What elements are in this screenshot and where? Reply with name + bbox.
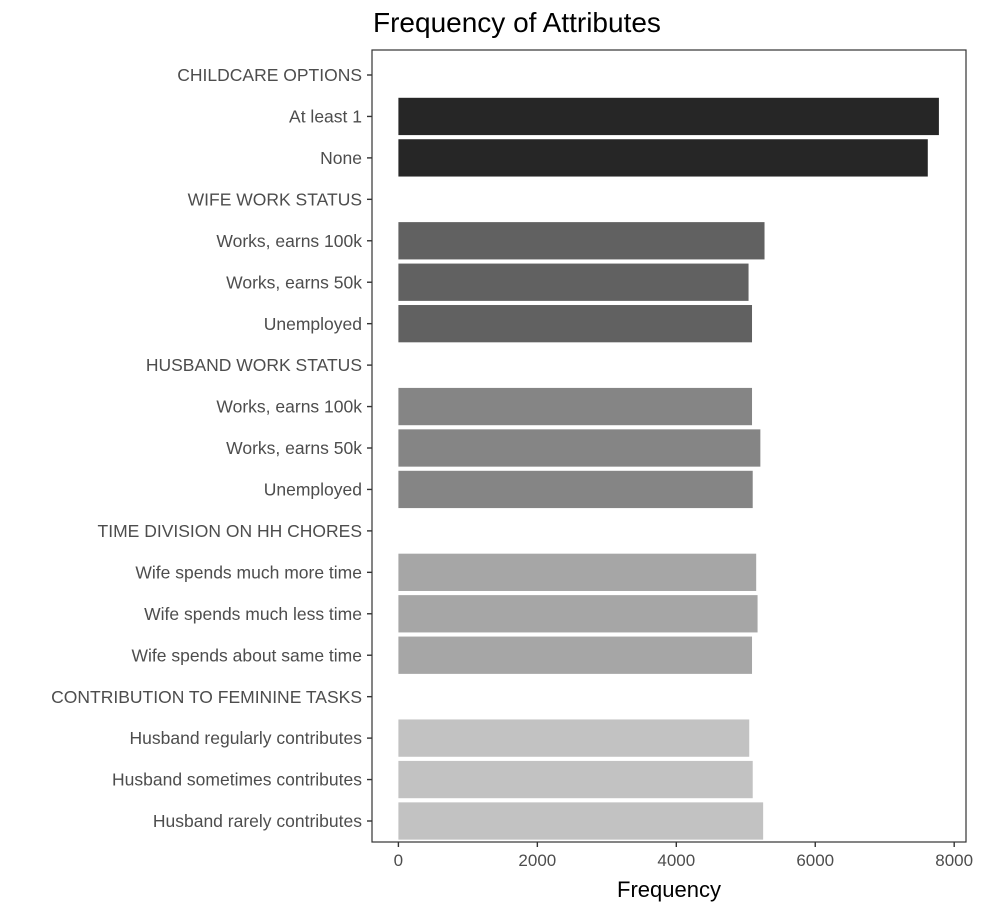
bars-layer bbox=[398, 97, 939, 840]
y-tick-label: Works, earns 50k bbox=[226, 272, 362, 292]
bar-8 bbox=[398, 387, 753, 426]
y-tick-label: Wife spends about same time bbox=[131, 645, 362, 665]
x-tick-label: 8000 bbox=[935, 851, 973, 870]
y-tick-label: TIME DIVISION ON HH CHORES bbox=[98, 521, 362, 541]
x-tick-label: 6000 bbox=[796, 851, 834, 870]
x-axis: 0 2000 4000 6000 8000 bbox=[394, 842, 973, 870]
y-tick-label: Wife spends much less time bbox=[144, 604, 362, 624]
y-axis: CHILDCARE OPTIONS At least 1 None WIFE WORK… bbox=[51, 65, 372, 831]
chart-title: Frequency of Attributes bbox=[373, 7, 661, 38]
bar-1 bbox=[398, 97, 939, 136]
y-tick-label: WIFE WORK STATUS bbox=[188, 189, 362, 209]
y-tick-label: None bbox=[320, 148, 362, 168]
y-tick-label: Unemployed bbox=[264, 480, 362, 500]
y-tick-label: Husband sometimes contributes bbox=[112, 770, 362, 790]
bar-12 bbox=[398, 553, 757, 591]
bar-13 bbox=[398, 595, 758, 633]
x-tick-label: 4000 bbox=[657, 851, 695, 870]
bar-4 bbox=[398, 222, 765, 260]
y-tick-label: Husband rarely contributes bbox=[153, 811, 362, 831]
bar-16 bbox=[398, 719, 750, 757]
bar-14 bbox=[398, 636, 753, 674]
bar-5 bbox=[398, 263, 749, 301]
y-tick-label: Works, earns 100k bbox=[216, 231, 362, 251]
y-tick-label: Works, earns 50k bbox=[226, 438, 362, 458]
y-tick-label: Husband regularly contributes bbox=[130, 728, 363, 748]
bar-17 bbox=[398, 760, 753, 799]
y-tick-label: HUSBAND WORK STATUS bbox=[146, 355, 362, 375]
bar-2 bbox=[398, 139, 928, 177]
bar-18 bbox=[398, 802, 764, 840]
bar-10 bbox=[398, 470, 753, 509]
y-tick-label: Wife spends much more time bbox=[135, 562, 362, 582]
x-tick-label: 2000 bbox=[518, 851, 556, 870]
y-tick-label: Works, earns 100k bbox=[216, 397, 362, 417]
y-tick-label: At least 1 bbox=[289, 107, 362, 127]
bar-6 bbox=[398, 305, 753, 343]
y-tick-label: CONTRIBUTION TO FEMININE TASKS bbox=[51, 687, 362, 707]
y-tick-label: CHILDCARE OPTIONS bbox=[177, 65, 362, 85]
x-axis-label: Frequency bbox=[617, 877, 721, 902]
y-tick-label: Unemployed bbox=[264, 314, 362, 334]
x-tick-label: 0 bbox=[394, 851, 403, 870]
bar-9 bbox=[398, 429, 761, 467]
